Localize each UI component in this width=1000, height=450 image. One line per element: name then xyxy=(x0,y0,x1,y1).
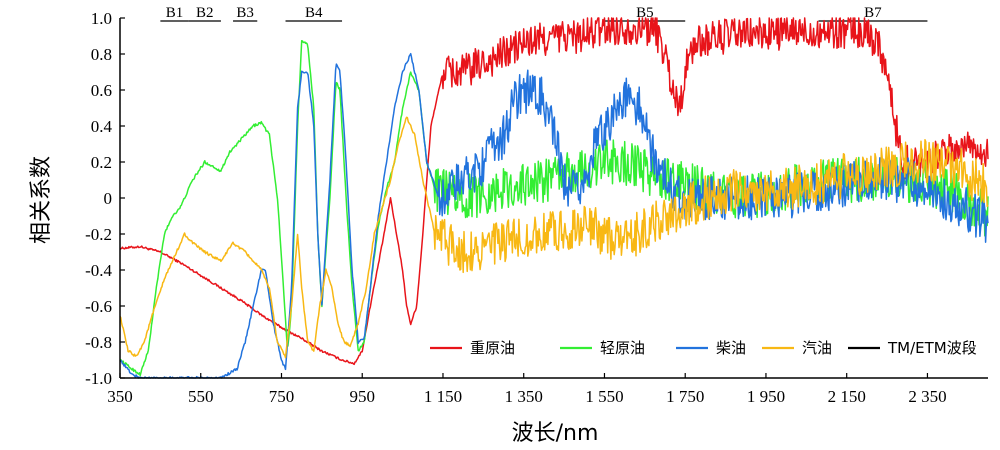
series-line xyxy=(119,52,989,379)
y-tick-label: 0.2 xyxy=(91,153,112,172)
legend-label: 汽油 xyxy=(802,339,832,357)
y-tick-label: 0.8 xyxy=(91,45,112,64)
legend-label: 柴油 xyxy=(716,339,746,357)
legend-label: TM/ETM波段 xyxy=(887,339,977,357)
y-tick-label: 0.4 xyxy=(91,117,113,136)
series-line xyxy=(119,116,989,359)
x-tick-label: 2 350 xyxy=(908,387,946,406)
band-label: B2 xyxy=(196,5,214,21)
y-axis-title: 相关系数 xyxy=(29,156,54,244)
x-tick-label: 2 150 xyxy=(828,387,866,406)
x-tick-label: 1 150 xyxy=(424,387,462,406)
x-tick-label: 1 550 xyxy=(585,387,623,406)
y-tick-label: -1.0 xyxy=(85,369,112,388)
x-tick-label: 1 350 xyxy=(505,387,543,406)
x-tick-label: 950 xyxy=(349,387,375,406)
series-line xyxy=(119,40,989,377)
x-tick-label: 750 xyxy=(269,387,295,406)
band-label: B7 xyxy=(864,5,882,21)
x-tick-label: 1 950 xyxy=(747,387,785,406)
y-tick-label: 0.6 xyxy=(91,81,112,100)
x-tick-label: 550 xyxy=(188,387,214,406)
y-tick-label: -0.2 xyxy=(85,225,112,244)
y-tick-label: -0.4 xyxy=(85,261,112,280)
band-label: B1 xyxy=(166,5,184,21)
legend-label: 重原油 xyxy=(470,339,515,357)
series-lines xyxy=(119,17,989,379)
x-tick-label: 1 750 xyxy=(666,387,704,406)
band-label: B5 xyxy=(636,5,654,21)
y-tick-label: -0.8 xyxy=(85,333,112,352)
band-label: B3 xyxy=(236,5,254,21)
y-tick-label: 1.0 xyxy=(91,9,112,28)
x-tick-label: 350 xyxy=(107,387,133,406)
x-axis-title: 波长/nm xyxy=(512,421,599,446)
band-label: B4 xyxy=(305,5,323,21)
legend-label: 轻原油 xyxy=(600,339,645,357)
y-tick-label: -0.6 xyxy=(85,297,112,316)
tm-etm-bands: B1 B2 B3 B4 B5 B7 xyxy=(160,5,928,22)
y-tick-label: 0 xyxy=(104,189,113,208)
axes: -1.0 -0.8 -0.6 -0.4 -0.2 0 0.2 0.4 0.6 0.8 1.0 350 5… xyxy=(85,9,988,406)
legend: 重原油 轻原油 柴油 汽油 TM/ETM波段 xyxy=(430,339,977,357)
series-line xyxy=(119,17,989,366)
